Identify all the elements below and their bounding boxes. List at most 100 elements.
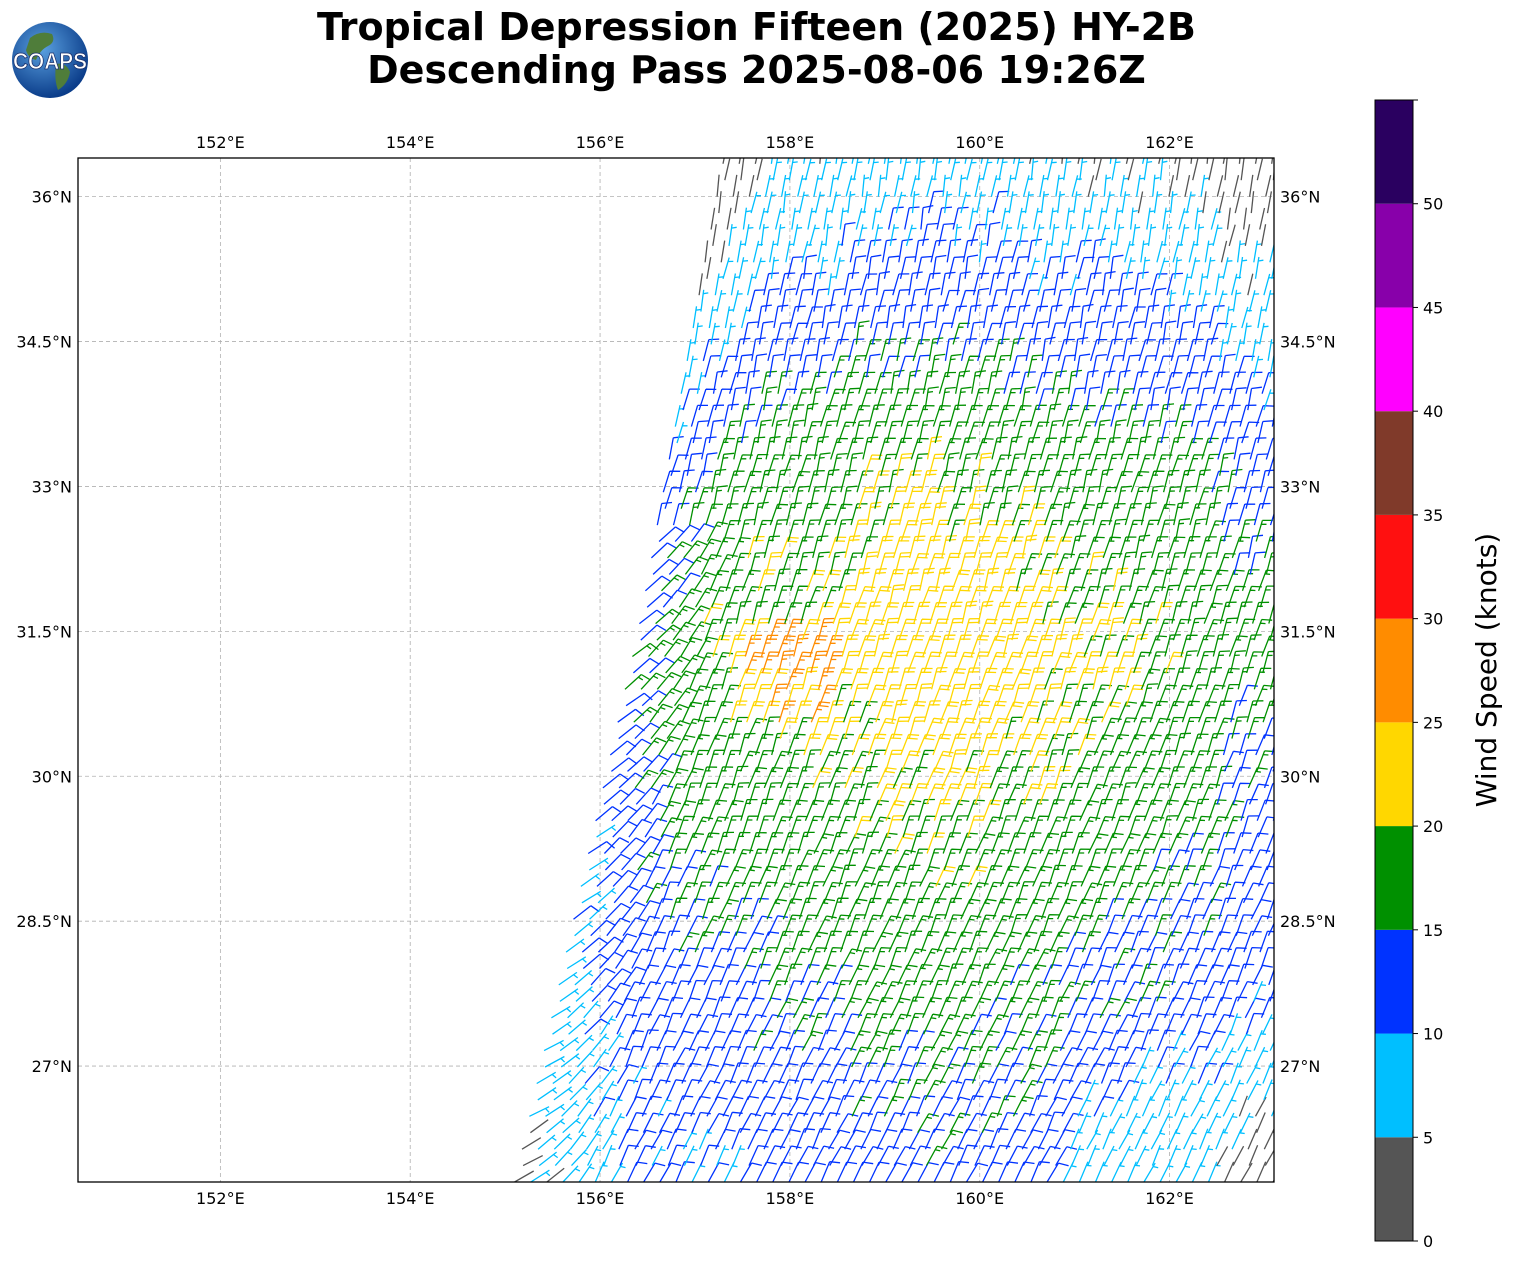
wind-barb [1261,486,1274,509]
wind-barb [883,158,886,164]
wind-barb [1137,848,1156,871]
wind-barb [1140,980,1161,1002]
wind-barb [1077,683,1095,706]
wind-barb [1302,981,1314,1001]
wind-barb [643,802,668,822]
wind-barb [816,964,837,986]
wind-barb [1279,652,1298,673]
wind-barb [1221,502,1239,526]
wind-barb [924,272,941,296]
wind-barb [906,369,921,394]
wind-barb [773,568,791,591]
wind-barb [766,191,777,214]
wind-barb [984,207,993,230]
wind-barb [994,980,1015,1002]
wind-barb [1253,667,1272,690]
wind-barb [1239,519,1256,542]
wind-barb [1147,946,1166,969]
wind-barb [649,657,676,674]
wind-barb [1094,1161,1108,1182]
wind-barb [1238,256,1248,279]
wind-barb [722,733,741,756]
wind-barb [851,158,854,164]
wind-barb [936,206,953,230]
wind-barb [726,207,732,230]
wind-barb [732,782,750,805]
wind-barb [1119,782,1137,805]
wind-barb [930,353,946,378]
wind-barb [809,224,820,247]
wind-barb [1116,1062,1136,1084]
wind-barb [1136,832,1157,854]
wind-barb [813,551,830,575]
wind-barb [899,256,917,279]
wind-barb [1086,536,1105,559]
wind-barb [901,158,911,181]
wind-barb [644,817,668,838]
wind-barb [1144,816,1165,838]
wind-barb [755,1112,777,1133]
wind-barb [791,585,810,608]
wind-barb [1012,683,1030,706]
wind-barb [1182,387,1199,411]
wind-barb [799,338,816,362]
wind-barb [904,321,920,345]
wind-barb [851,1046,872,1068]
wind-barb [1235,914,1254,936]
wind-barb [978,980,999,1002]
wind-barb [992,849,1012,871]
wind-barb [956,386,972,411]
wind-barb [1066,586,1086,608]
wind-barb [980,158,983,164]
wind-barb [843,716,862,739]
wind-barb [750,897,769,920]
wind-barb [807,931,828,953]
wind-barb [644,575,672,592]
wind-barb [627,1161,648,1182]
wind-barb [1042,964,1062,986]
wind-barb [778,1062,799,1084]
wind-barb [956,271,971,296]
wind-barb [1285,965,1304,985]
wind-barb [716,174,720,197]
wind-barb [1249,437,1267,460]
wind-barb [892,716,910,739]
wind-barb [1053,1079,1074,1101]
wind-barb [873,224,883,247]
wind-barb [1087,175,1095,197]
wind-barb [929,964,950,986]
wind-barb [842,1062,862,1084]
wind-barb [1111,1161,1125,1182]
wind-barb [1095,304,1112,329]
wind-barb [816,601,834,624]
wind-barb [970,635,990,657]
wind-barb [792,224,803,247]
wind-barb [895,191,907,214]
wind-barb [1263,273,1274,296]
wind-barb [1061,254,1076,279]
wind-barb [1055,1146,1078,1166]
wind-barb [625,692,653,707]
wind-barb [1206,158,1209,164]
wind-barb [708,419,724,444]
wind-barb [743,470,762,493]
wind-barb [634,769,659,789]
wind-barb [990,175,1001,197]
colorbar-tick-label: 25 [1423,713,1443,732]
wind-barb [801,980,822,1002]
wind-barb [1158,403,1175,427]
wind-barb [819,1096,841,1117]
wind-barb [729,651,747,674]
wind-barb [1062,749,1080,772]
wind-barb [930,1030,953,1051]
wind-barb [1186,338,1204,362]
wind-barb [740,419,757,444]
wind-barb [776,635,796,657]
wind-barb [768,353,784,378]
wind-barb [825,486,843,509]
wind-barb [1224,1161,1235,1182]
wind-barb [1146,586,1166,608]
wind-barb [948,256,965,279]
wind-barb [786,158,790,164]
wind-barb [736,240,746,263]
